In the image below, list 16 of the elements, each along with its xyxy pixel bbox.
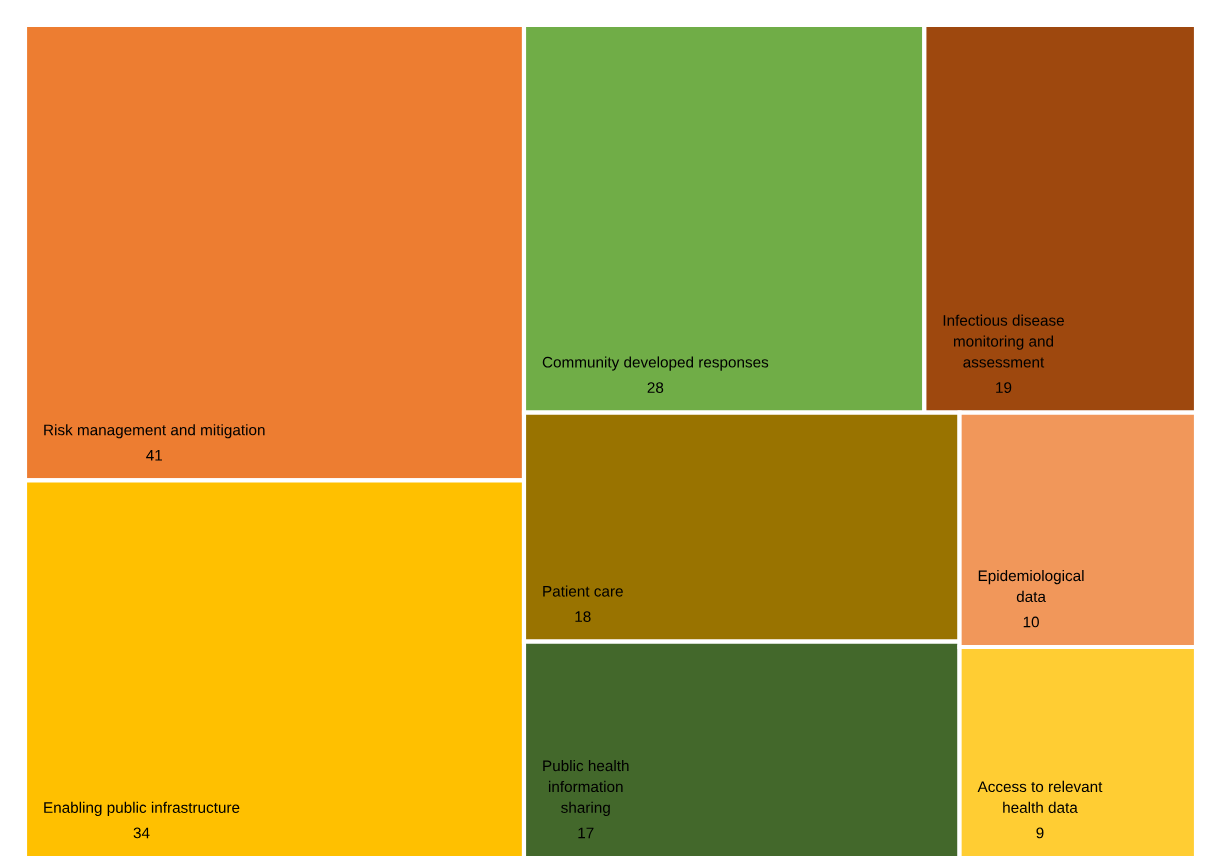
category-label: Community developed responses bbox=[542, 356, 769, 371]
data-label: 17 bbox=[578, 827, 594, 839]
data-label: 34 bbox=[133, 827, 150, 839]
category-label: Patient care bbox=[543, 585, 623, 597]
data-label: 28 bbox=[647, 382, 664, 393]
data-label: 9 bbox=[1036, 827, 1044, 839]
category-label: Enabling public infrastructure bbox=[44, 801, 240, 816]
category-label: Access to relevant health data bbox=[977, 780, 1103, 813]
data-label: 19 bbox=[996, 382, 1012, 393]
data-label: 10 bbox=[1023, 616, 1039, 628]
category-label: Public health information sharing bbox=[543, 759, 629, 816]
category-label: Epidemiological data bbox=[978, 569, 1084, 603]
category-label: Infectious disease monitoring and assessment bbox=[943, 314, 1064, 368]
data-label: 41 bbox=[146, 450, 162, 461]
category-label: Risk management and mitigation bbox=[44, 424, 265, 439]
data-label: 18 bbox=[575, 611, 591, 623]
